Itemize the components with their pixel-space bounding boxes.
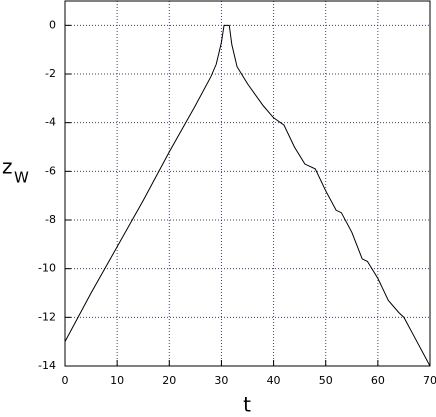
x-axis-label: t xyxy=(243,393,251,417)
x-tick-label: 10 xyxy=(110,374,124,387)
y-axis-label: z xyxy=(2,155,13,179)
y-tick-label: -4 xyxy=(45,116,56,129)
y-tick-label: -8 xyxy=(45,213,56,226)
y-tick-label: -14 xyxy=(38,359,56,372)
x-tick-label: 20 xyxy=(162,374,176,387)
y-tick-label: -2 xyxy=(45,67,56,80)
x-tick-label: 50 xyxy=(319,374,333,387)
plot-frame xyxy=(64,0,431,367)
y-tick-label: -10 xyxy=(38,262,56,275)
x-tick-label: 60 xyxy=(371,374,385,387)
y-tick-label: 0 xyxy=(49,18,56,31)
x-tick-label: 30 xyxy=(214,374,228,387)
y-tick-label: -6 xyxy=(45,164,56,177)
y-axis-label-subscript: W xyxy=(14,169,29,187)
x-tick-label: 40 xyxy=(267,374,281,387)
x-tick-label: 70 xyxy=(423,374,436,387)
data-line xyxy=(64,24,431,367)
x-tick-label: 0 xyxy=(62,374,69,387)
y-tick-label: -12 xyxy=(38,310,56,323)
